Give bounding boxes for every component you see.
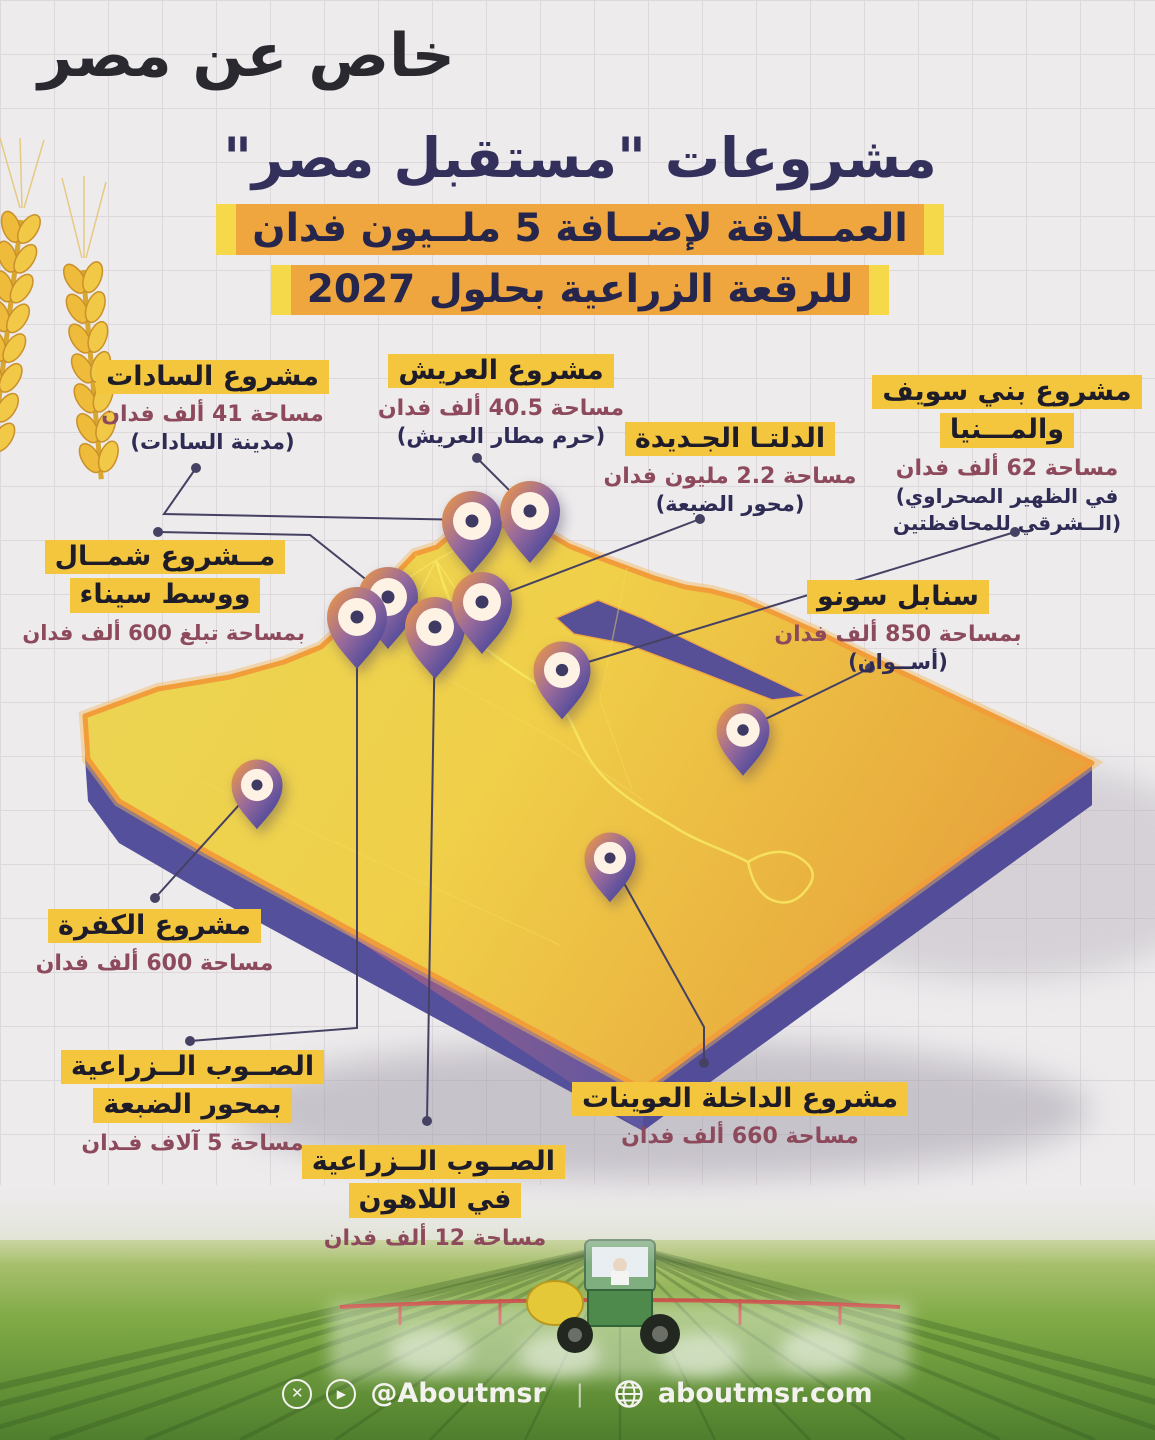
project-area: مساحة 600 ألف فدان (35, 951, 274, 977)
photo-haze (0, 1185, 1155, 1265)
project-label-north-central-sinai: مــشروع شمــال ووسط سيناء بمساحة تبلغ 60… (22, 538, 305, 645)
project-note-2: (الــشرقي للمحافظتين (892, 510, 1122, 535)
map-pin-arish (500, 481, 560, 563)
project-area: بمساحة تبلغ 600 ألف فدان (22, 620, 305, 645)
globe-icon (615, 1379, 643, 1408)
subtitle-line-2: للرقعة الزراعية بحلول 2027 (290, 264, 870, 316)
tractor-body (587, 1289, 653, 1327)
social-handle[interactable]: @Aboutmsr (370, 1378, 546, 1409)
project-title: الصــوب الــزراعية (60, 1050, 325, 1085)
gulf-water (554, 599, 809, 701)
leader-lahun (426, 626, 436, 1122)
title-block: مشروعات "مستقبل مصر" العمــلاقة لإضــافة… (150, 126, 1010, 316)
project-label-sadat: مشروع السادات مساحة 41 ألف فدان (مدينة ا… (90, 358, 335, 454)
project-area: مساحة 62 ألف فدان (895, 455, 1119, 481)
project-area: بمساحة 850 ألف فدان (774, 622, 1022, 648)
website-url[interactable]: aboutmsr.com (657, 1378, 873, 1409)
map-pin-new-delta (452, 572, 512, 654)
map-pin-sanabel-sono (716, 703, 770, 776)
map-pin-lahun-greenhouses (405, 597, 465, 679)
project-title: مشروع بني سويف (872, 375, 1142, 410)
project-area: مساحة 41 ألف فدان (101, 402, 324, 428)
project-title-2: والمـــنيا (939, 413, 1075, 448)
project-area: مساحة 660 ألف فدان (621, 1124, 859, 1150)
map-pins (231, 481, 770, 903)
project-title-2: في اللاهون (348, 1183, 522, 1218)
map-pin-dabaa-greenhouses (327, 587, 387, 669)
project-label-kufra: مشروع الكفرة مساحة 600 ألف فدان (32, 907, 277, 976)
project-title: مشروع الداخلة العوينات (571, 1082, 909, 1117)
project-area: مساحة 12 ألف فدان (323, 1225, 547, 1251)
footer: ✕ ▶ @Aboutmsr | aboutmsr.com (0, 1378, 1155, 1409)
wheat-decoration (0, 138, 126, 480)
leader-dots (150, 453, 1020, 1126)
project-label-beni-suef-minya: مشروع بني سويف والمـــنيا مساحة 62 ألف ف… (872, 373, 1142, 535)
x-twitter-icon: ✕ (282, 1378, 313, 1409)
brand-logo: خاص عن مصر (38, 21, 457, 91)
field-photo (0, 1185, 1155, 1440)
map-pin-dakhla-oweinat (584, 832, 636, 903)
project-label-new-delta: الدلتـا الجـديدة مساحة 2.2 مليون فدان (م… (585, 420, 875, 516)
leader-new-delta (481, 518, 701, 603)
project-label-dabaa-greenhouses: الصــوب الــزراعية بمحور الضبعة مساحة 5 … (50, 1048, 335, 1156)
project-area: مساحة 2.2 مليون فدان (603, 464, 857, 490)
project-note: في الظهير الصحراوي) (895, 483, 1119, 508)
project-note: (حرم مطار العريش) (396, 424, 606, 449)
project-title: مشروع الكفرة (48, 909, 261, 944)
leader-sinai (157, 531, 389, 598)
leader-sadat (162, 467, 473, 521)
footer-separator: | (575, 1379, 584, 1408)
main-title: مشروعات "مستقبل مصر" (223, 126, 938, 190)
youtube-icon: ▶ (326, 1378, 357, 1409)
project-title-2: ووسط سيناء (69, 578, 261, 613)
project-area: مساحة 40.5 ألف فدان (377, 396, 625, 422)
project-title: الصــوب الــزراعية (301, 1145, 565, 1180)
map-pin-beni-suef-minya (533, 641, 591, 720)
project-label-arish: مشروع العريش مساحة 40.5 ألف فدان (حرم مط… (356, 352, 646, 448)
project-title: مشروع العريش (388, 354, 614, 389)
project-title: مشروع السادات (96, 360, 329, 395)
project-note: (مدينة السادات) (130, 430, 295, 455)
wheat-ear (0, 206, 47, 469)
tractor-tank (526, 1280, 584, 1326)
project-area: مساحة 5 آلاف فـدان (81, 1130, 304, 1156)
project-label-sanabel-sono: سنابل سونو بمساحة 850 ألف فدان (أســوان) (772, 578, 1024, 674)
map-pin-sadat (442, 491, 502, 573)
project-title: سنابل سونو (807, 580, 989, 615)
map-pin-kufra (231, 759, 283, 830)
wheat-ear (57, 257, 126, 480)
leader-dakhla (609, 857, 705, 1063)
project-title: الدلتـا الجـديدة (624, 422, 836, 457)
project-note: (أســوان) (848, 650, 948, 675)
project-title: مــشروع شمــال (44, 540, 286, 575)
leader-lines (154, 457, 1016, 1122)
subtitle-line-1: العمــلاقة لإضــافة 5 ملــيون فدان (236, 203, 924, 255)
leader-beni-suef (561, 531, 1016, 671)
leader-dabaa (189, 617, 358, 1042)
project-note: (محور الضبعة) (655, 492, 805, 517)
project-label-lahun-greenhouses: الصــوب الــزراعية في اللاهون مساحة 12 أ… (301, 1143, 565, 1251)
map-side-southeast (643, 763, 1092, 1131)
project-label-dakhla-oweinat: مشروع الداخلة العوينات مساحة 660 ألف فدا… (570, 1080, 910, 1149)
project-title-2: بمحور الضبعة (93, 1088, 292, 1123)
